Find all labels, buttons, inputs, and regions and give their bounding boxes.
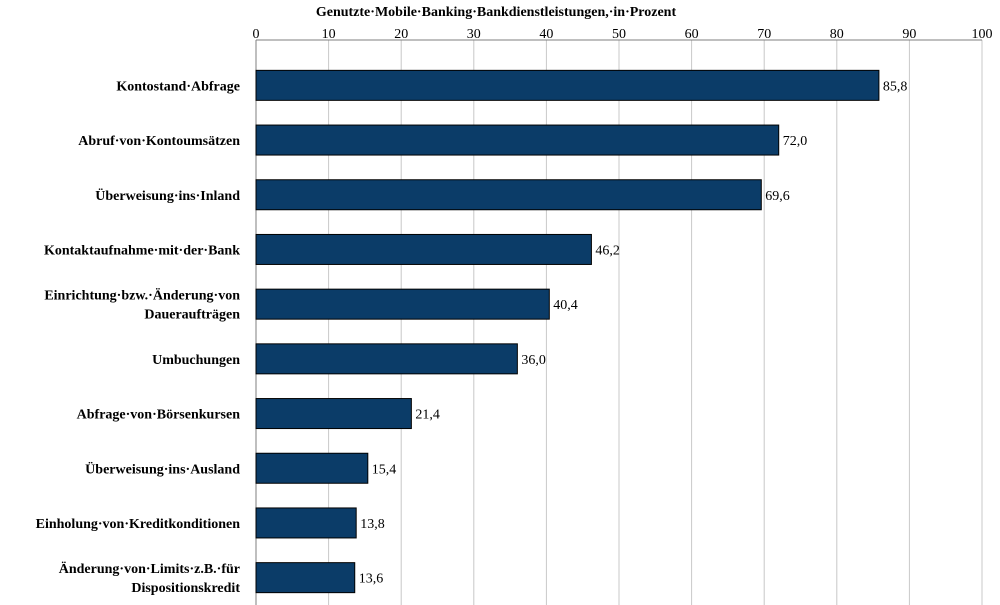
category-label-line: Einholung·von·Kreditkonditionen — [36, 517, 241, 532]
category-label: Einholung·von·Kreditkonditionen — [36, 517, 241, 532]
category-label-line: Kontostand·Abfrage — [116, 79, 240, 94]
data-label: 21,4 — [415, 408, 440, 423]
bar — [255, 288, 550, 320]
x-tick-label: 60 — [685, 27, 699, 42]
x-tick-label: 20 — [394, 27, 408, 42]
chart-title: Genutzte·Mobile·Banking·Bankdienstleistu… — [316, 5, 677, 20]
data-label: 13,6 — [359, 572, 384, 587]
x-tick-label: 0 — [253, 27, 260, 42]
x-tick-label: 50 — [612, 27, 626, 42]
category-label: Kontaktaufnahme·mit·der·Bank — [44, 243, 240, 258]
category-label-line: Überweisung·ins·Inland — [95, 187, 240, 204]
category-label-line: Abfrage·von·Börsenkursen — [77, 408, 241, 423]
data-label: 72,0 — [783, 134, 808, 149]
category-label: Abfrage·von·Börsenkursen — [77, 408, 241, 423]
category-label-line: Überweisung·ins·Ausland — [85, 460, 240, 477]
category-label: Kontostand·Abfrage — [116, 79, 240, 94]
data-label: 46,2 — [595, 243, 620, 258]
data-label: 85,8 — [883, 79, 908, 94]
x-tick-label: 70 — [757, 27, 771, 42]
bar — [255, 398, 412, 430]
category-label-line: Daueraufträgen — [144, 308, 240, 323]
bar — [255, 507, 357, 539]
bar — [255, 233, 592, 265]
bar — [255, 562, 356, 594]
category-label-line: Dispositionskredit — [131, 581, 240, 596]
category-label: Abruf·von·Kontoumsätzen — [78, 134, 240, 149]
category-label-line: Umbuchungen — [152, 353, 240, 368]
data-label: 13,8 — [360, 517, 385, 532]
data-label: 69,6 — [765, 189, 790, 204]
x-tick-label: 100 — [972, 27, 993, 42]
bar — [255, 124, 780, 156]
bar — [255, 179, 762, 211]
x-tick-label: 90 — [902, 27, 916, 42]
data-label: 40,4 — [553, 298, 578, 313]
data-label: 36,0 — [521, 353, 546, 368]
value-labels: 85,8 72,0 69,6 46,2 40,4 36,0 21,4 15,4 13,8 13,6 — [359, 79, 908, 586]
category-label: Umbuchungen — [152, 353, 240, 368]
category-label-line: Änderung·von·Limits·z.B.·für — [59, 561, 240, 577]
x-tick-label: 10 — [322, 27, 336, 42]
x-tick-label: 40 — [539, 27, 553, 42]
bar — [255, 343, 518, 375]
category-label-line: Abruf·von·Kontoumsätzen — [78, 134, 240, 149]
x-axis: 0 10 20 30 40 50 60 70 80 90 100 — [253, 27, 993, 42]
bar — [255, 69, 880, 101]
category-label-line: Kontaktaufnahme·mit·der·Bank — [44, 243, 240, 258]
category-label: Änderung·von·Limits·z.B.·für Dispositions… — [59, 561, 241, 596]
category-labels: Kontostand·Abfrage Abruf·von·Kontoumsätze… — [36, 79, 241, 596]
data-label: 15,4 — [372, 462, 397, 477]
category-label: Einrichtung·bzw.·Änderung·von Daueraufträ… — [44, 288, 240, 323]
category-label-line: Einrichtung·bzw.·Änderung·von — [44, 288, 240, 304]
x-tick-label: 30 — [467, 27, 481, 42]
category-label: Überweisung·ins·Ausland — [85, 460, 240, 477]
bars — [255, 69, 880, 594]
bar — [255, 452, 369, 484]
category-label: Überweisung·ins·Inland — [95, 187, 240, 204]
x-tick-label: 80 — [830, 27, 844, 42]
